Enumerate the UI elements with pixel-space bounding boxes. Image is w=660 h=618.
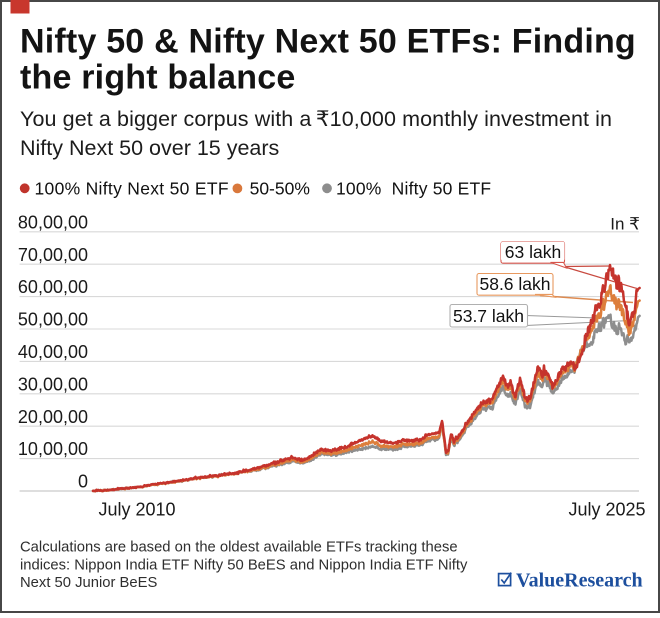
svg-text:10,00,00: 10,00,00 bbox=[18, 439, 88, 459]
svg-text:50,00,00: 50,00,00 bbox=[18, 310, 88, 330]
svg-text:70,00,00: 70,00,00 bbox=[18, 245, 88, 265]
svg-text:Next 50 Junior BeES: Next 50 Junior BeES bbox=[20, 575, 157, 591]
svg-text:30,00,00: 30,00,00 bbox=[18, 374, 88, 394]
svg-text:July 2010: July 2010 bbox=[99, 500, 176, 520]
svg-text:Nifty 50 & Nifty Next 50 ETFs:: Nifty 50 & Nifty Next 50 ETFs: Finding bbox=[20, 23, 636, 61]
svg-text:July 2025: July 2025 bbox=[568, 500, 645, 520]
svg-text:Calculations are based on the: Calculations are based on the oldest ava… bbox=[20, 539, 458, 555]
svg-text:80,00,00: 80,00,00 bbox=[18, 212, 88, 232]
svg-text:100% Nifty 50 ETF: 100% Nifty 50 ETF bbox=[336, 178, 491, 198]
svg-text:58.6 lakh: 58.6 lakh bbox=[479, 274, 550, 294]
svg-text:You get a bigger corpus with a: You get a bigger corpus with a ₹10,000 m… bbox=[20, 107, 612, 131]
svg-text:100% Nifty Next 50 ETF: 100% Nifty Next 50 ETF bbox=[35, 178, 229, 198]
svg-text:ValueResearch: ValueResearch bbox=[516, 570, 643, 592]
svg-text:20,00,00: 20,00,00 bbox=[18, 407, 88, 427]
svg-text:40,00,00: 40,00,00 bbox=[18, 342, 88, 362]
svg-text:63 lakh: 63 lakh bbox=[505, 242, 561, 262]
svg-text:60,00,00: 60,00,00 bbox=[18, 277, 88, 297]
svg-text:indices: Nippon India ETF Nift: indices: Nippon India ETF Nifty 50 BeES … bbox=[20, 557, 468, 573]
svg-text:Nifty Next 50 over 15 years: Nifty Next 50 over 15 years bbox=[20, 136, 279, 160]
svg-text:50-50%: 50-50% bbox=[250, 178, 310, 198]
svg-text:0: 0 bbox=[78, 472, 88, 492]
svg-text:53.7 lakh: 53.7 lakh bbox=[453, 306, 524, 326]
svg-text:In ₹: In ₹ bbox=[610, 215, 640, 234]
svg-text:the right balance: the right balance bbox=[20, 59, 295, 97]
